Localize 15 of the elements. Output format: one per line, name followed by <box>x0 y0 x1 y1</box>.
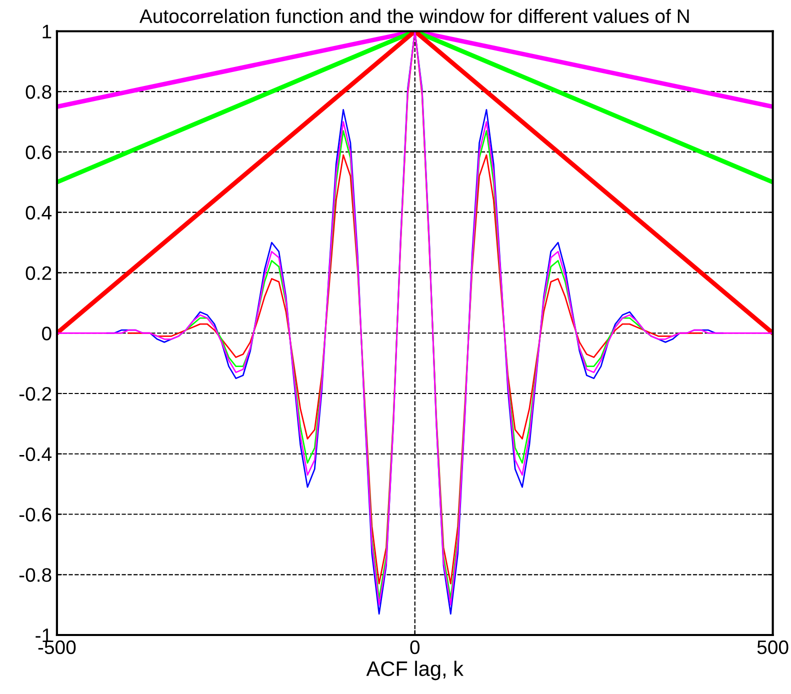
chart-title: Autocorrelation function and the window for different values of N <box>139 8 689 24</box>
x-tick-label: 500 <box>757 640 788 654</box>
y-tick-label: 0.8 <box>26 85 52 99</box>
y-tick-label: 0.4 <box>26 206 52 220</box>
x-tick-label: 0 <box>410 640 420 654</box>
y-tick-label: 0 <box>42 326 52 340</box>
y-tick-label: -0.2 <box>19 386 52 401</box>
y-tick-label: -0.8 <box>19 568 52 582</box>
y-tick-label: 0.2 <box>26 266 52 280</box>
y-tick-label: -0.4 <box>19 447 52 462</box>
x-tick-label: -500 <box>38 640 76 654</box>
y-tick-label: 0.6 <box>26 145 52 160</box>
x-axis-title: ACF lag, k <box>366 660 464 680</box>
y-tick-label: -0.6 <box>19 508 52 522</box>
y-tick-label: 1 <box>42 24 52 38</box>
